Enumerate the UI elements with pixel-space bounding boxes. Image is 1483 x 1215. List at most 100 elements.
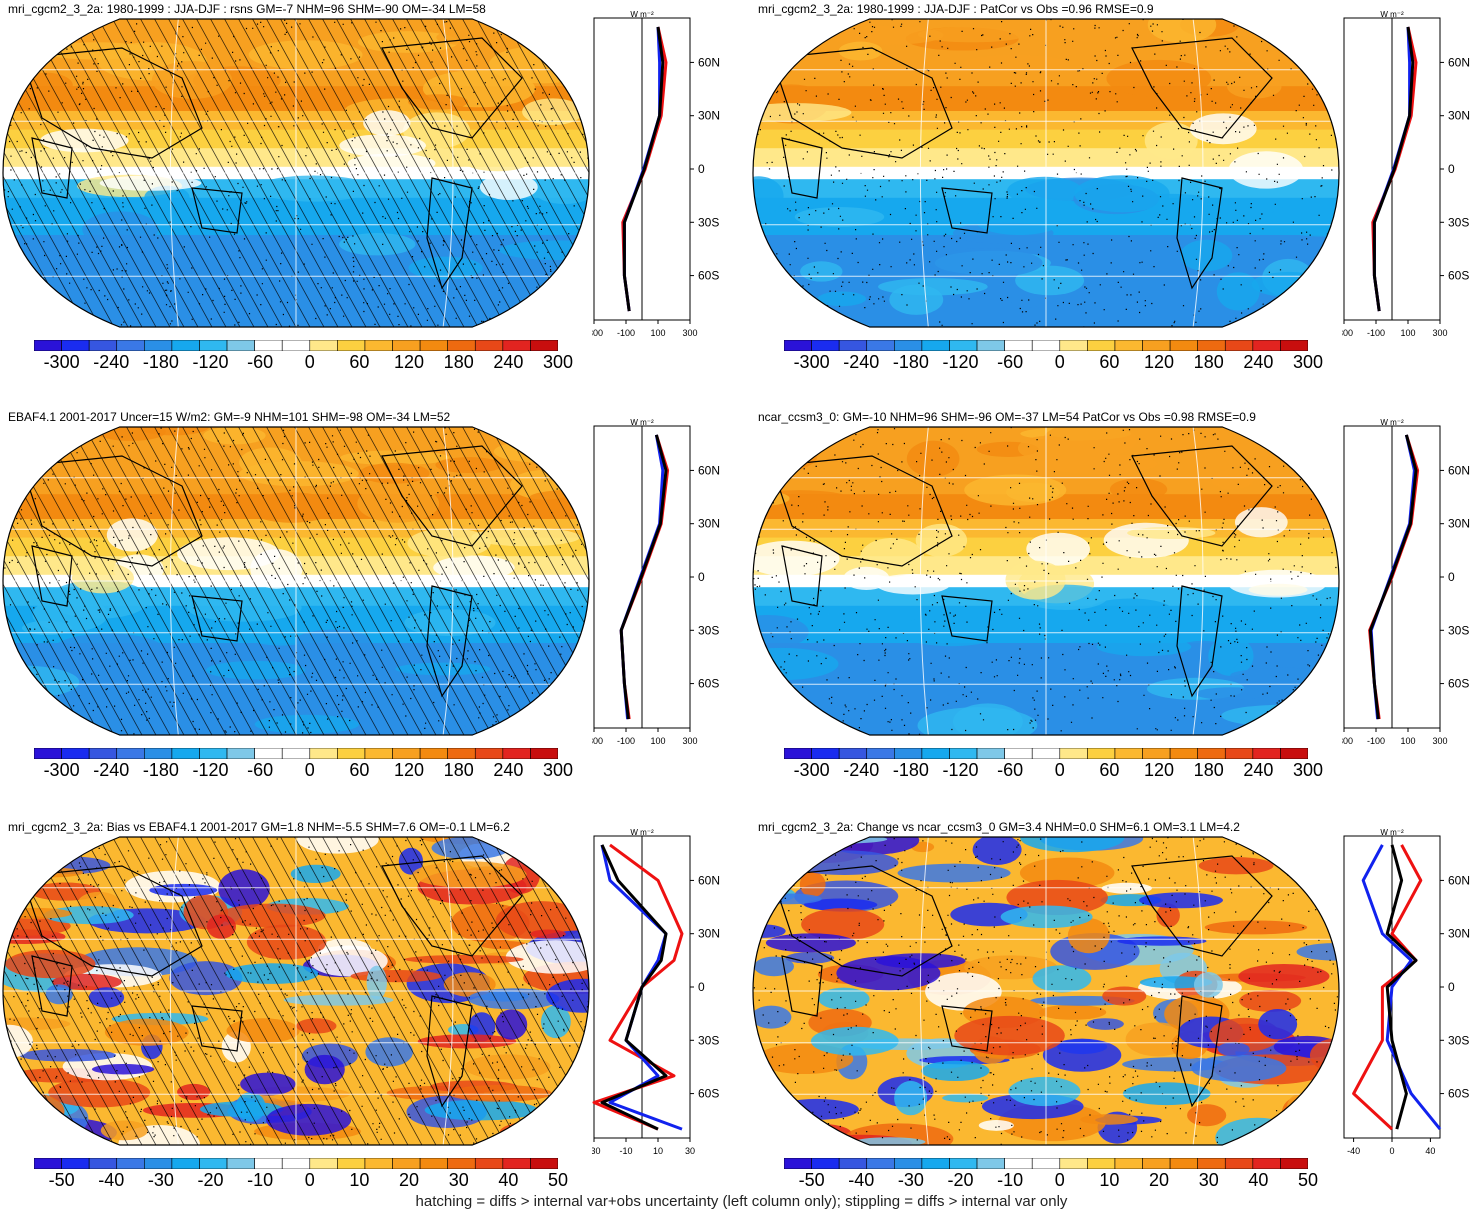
field-patch [340,450,450,466]
colorbar-swatch [1169,1158,1198,1169]
field-patch [365,1037,413,1067]
colorbar-label: 20 [1149,1170,1170,1190]
field-patch [830,26,894,45]
longitude-line [169,19,179,327]
colorbar-swatch [419,340,448,351]
coastline [941,1005,993,1052]
field-patch [505,940,589,974]
coastline [771,865,953,977]
field-patch [359,462,430,484]
colorbar-swatch [1142,340,1171,351]
x-tick-label: 300 [1432,328,1447,338]
map-border [752,836,1340,1146]
lat-tick-label: 60S [1448,677,1469,691]
colorbar-label: 240 [1243,760,1274,780]
field-patch [296,1018,337,1034]
colorbar-swatch [116,748,145,759]
field-patch [1039,1004,1107,1020]
zonal-profile: W m⁻² 60N 30N 0 30S 60S -300 -100 100 300 [592,10,720,338]
field-patch [395,662,491,676]
colorbar-swatch [88,340,118,351]
colorbar-swatch [502,1158,531,1169]
field-patch [1007,176,1083,205]
field-patch [547,1091,579,1132]
colorbar-swatch [949,340,978,351]
colorbar-label: 240 [493,352,524,372]
field-patch [82,211,159,248]
field-patch [388,53,483,70]
field-patch [854,1137,926,1145]
colorbar-label: 40 [1248,1170,1269,1190]
map-plot [752,18,1340,328]
field-patch [838,41,883,61]
field-patch [1286,1094,1311,1121]
map-border [752,426,1340,736]
longitude-line [1192,427,1204,735]
field-patch [468,1012,496,1042]
field-patch [205,660,306,680]
colorbar-swatch [1004,340,1033,351]
colorbar-swatch [254,748,283,759]
colorbar-label: 10 [1099,1170,1120,1190]
lat-tick-label: 60S [698,1087,719,1101]
colorbar-label: -120 [942,352,979,372]
colorbar-label: 50 [1297,1170,1319,1190]
colorbar-swatch [254,1158,283,1169]
map-border [752,18,1340,328]
x-tick-label: 40 [1425,1146,1435,1156]
colorbar-label: -30 [147,1170,174,1190]
field-patch [290,864,341,884]
field-patch [921,1060,990,1082]
field-patch [149,883,218,897]
field-patch [522,98,584,126]
field-patch [448,1084,552,1102]
field-patch [906,440,960,478]
field-patch [1228,151,1304,189]
field-patch [1017,435,1076,461]
colorbar-label: 0 [1054,352,1065,372]
coastline [771,455,953,567]
map-border [2,18,590,328]
colorbar-swatch [1114,748,1143,759]
field-patch [974,204,1064,236]
colorbar-swatch [811,340,840,351]
colorbar-label: -20 [947,1170,974,1190]
colorbar-label: 180 [443,760,474,780]
field-patch [104,1018,189,1046]
colorbar-swatch [1197,340,1226,351]
colorbar-swatch [784,1158,812,1169]
colorbar-swatch [1059,748,1088,759]
lat-tick-label: 30N [1448,109,1470,123]
field-patch [1019,857,1115,889]
colorbar-swatch [1197,748,1226,759]
colorbar-swatch [838,1158,868,1169]
field-patch [1032,965,1092,993]
field-patch [99,175,202,191]
field-patch [1234,507,1288,538]
profile-line-red [1352,844,1423,1131]
field-patch [1216,272,1260,311]
colorbar-label: -40 [98,1170,125,1190]
longitude-line [169,837,179,1145]
colorbar-swatch [1252,340,1281,351]
coastline [1176,585,1223,698]
lat-tick-label: 30N [1448,517,1470,531]
colorbar-label: 120 [1144,760,1175,780]
colorbar [34,748,558,759]
x-tick-label: -300 [1342,328,1353,338]
field-patch [52,633,165,668]
field-patch [1238,964,1330,989]
coastline [21,47,203,159]
coastline [1131,37,1273,139]
colorbar-swatch [337,340,366,351]
colorbar-label: 60 [349,352,370,372]
field-patch [753,1115,817,1127]
colorbar [784,1158,1308,1169]
colorbar-swatch [116,1158,145,1169]
zonal-profile: W m⁻² 60N 30N 0 30S 60S -300 -100 100 300 [1342,10,1470,338]
colorbar-swatch [976,748,1005,759]
colorbar-label: -180 [892,352,929,372]
field-patch [753,1106,810,1130]
coastline [941,595,993,642]
colorbar-swatch [502,340,531,351]
